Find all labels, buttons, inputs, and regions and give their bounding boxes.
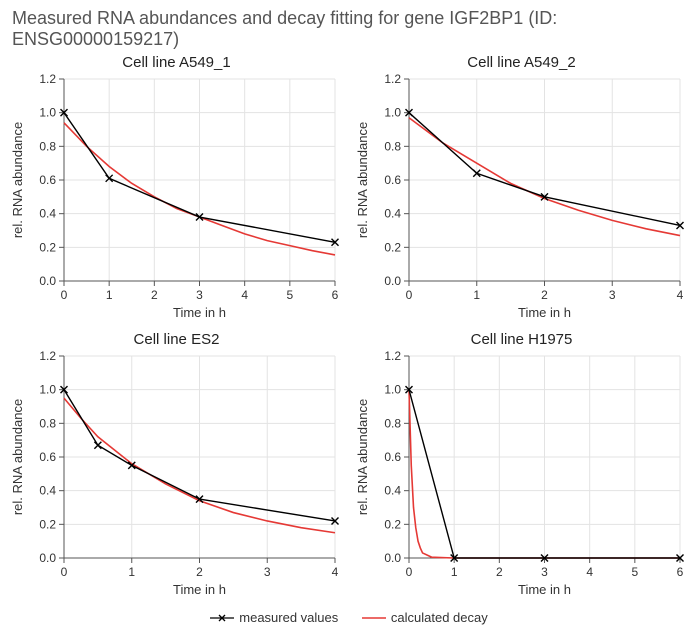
svg-text:0.8: 0.8 xyxy=(39,139,56,153)
svg-text:0.0: 0.0 xyxy=(39,274,56,288)
svg-text:0.4: 0.4 xyxy=(384,484,401,498)
svg-text:3: 3 xyxy=(541,565,548,579)
svg-text:1.0: 1.0 xyxy=(384,106,401,120)
svg-text:5: 5 xyxy=(631,565,638,579)
legend-label: measured values xyxy=(239,610,338,625)
y-axis-label: rel. RNA abundance xyxy=(10,122,25,238)
x-axis-label: Time in h xyxy=(173,582,226,597)
svg-text:1.0: 1.0 xyxy=(384,383,401,397)
svg-text:1: 1 xyxy=(128,565,135,579)
chart-svg-a549-1: 0.0 0.2 0.4 0.6 0.8 1.0 1.2 0 1 2 3 4 5 6 Time in h rel… xyxy=(8,73,343,323)
svg-text:3: 3 xyxy=(609,288,616,302)
x-axis-label: Time in h xyxy=(173,305,226,320)
svg-text:0.6: 0.6 xyxy=(39,450,56,464)
calculated-line-icon xyxy=(362,611,386,625)
panel-title: Cell line H1975 xyxy=(353,331,690,348)
svg-text:0: 0 xyxy=(61,288,68,302)
svg-text:1.2: 1.2 xyxy=(39,350,56,363)
svg-text:2: 2 xyxy=(196,565,203,579)
svg-text:5: 5 xyxy=(286,288,293,302)
svg-text:0.0: 0.0 xyxy=(384,551,401,565)
svg-text:0.8: 0.8 xyxy=(384,416,401,430)
panel-grid: Cell line A549_1 0.0 0.2 0.4 0.6 0.8 1.0 1.2 0 1… xyxy=(8,54,690,600)
panel-a549-2: Cell line A549_2 0.0 0.2 0.4 0.6 0.8 1.0 1.2 0 1… xyxy=(353,54,690,323)
y-axis-label: rel. RNA abundance xyxy=(355,399,370,515)
svg-text:0.0: 0.0 xyxy=(39,551,56,565)
panel-es2: Cell line ES2 0.0 0.2 0.4 0.6 0.8 1.0 1.2 0 1 2 3 4… xyxy=(8,331,345,600)
svg-text:0.2: 0.2 xyxy=(39,517,56,531)
svg-text:1.2: 1.2 xyxy=(384,73,401,86)
svg-text:4: 4 xyxy=(241,288,248,302)
svg-text:6: 6 xyxy=(332,288,339,302)
svg-text:0.6: 0.6 xyxy=(384,173,401,187)
svg-text:0.8: 0.8 xyxy=(39,416,56,430)
panel-title: Cell line ES2 xyxy=(8,331,345,348)
y-axis-label: rel. RNA abundance xyxy=(10,399,25,515)
legend-item-measured: measured values xyxy=(210,610,338,625)
legend: measured values calculated decay xyxy=(8,610,690,628)
legend-label: calculated decay xyxy=(391,610,488,625)
svg-text:0.0: 0.0 xyxy=(384,274,401,288)
svg-text:0.4: 0.4 xyxy=(39,207,56,221)
svg-text:2: 2 xyxy=(496,565,503,579)
svg-text:1.0: 1.0 xyxy=(39,106,56,120)
chart-svg-a549-2: 0.0 0.2 0.4 0.6 0.8 1.0 1.2 0 1 2 3 4 Time in h rel. … xyxy=(353,73,688,323)
svg-text:4: 4 xyxy=(586,565,593,579)
measured-marker-icon xyxy=(94,442,101,449)
svg-text:6: 6 xyxy=(677,565,684,579)
svg-text:4: 4 xyxy=(332,565,339,579)
svg-text:0.2: 0.2 xyxy=(39,240,56,254)
svg-text:1.2: 1.2 xyxy=(39,73,56,86)
svg-text:3: 3 xyxy=(196,288,203,302)
chart-svg-es2: 0.0 0.2 0.4 0.6 0.8 1.0 1.2 0 1 2 3 4 Time in h rel. … xyxy=(8,350,343,600)
svg-text:0.2: 0.2 xyxy=(384,240,401,254)
svg-text:0.8: 0.8 xyxy=(384,139,401,153)
svg-text:1.2: 1.2 xyxy=(384,350,401,363)
measured-marker-icon xyxy=(210,611,234,625)
svg-text:2: 2 xyxy=(151,288,158,302)
svg-text:1: 1 xyxy=(473,288,480,302)
svg-text:1.0: 1.0 xyxy=(39,383,56,397)
svg-text:1: 1 xyxy=(451,565,458,579)
svg-text:0: 0 xyxy=(406,288,413,302)
svg-text:0.4: 0.4 xyxy=(39,484,56,498)
svg-text:0: 0 xyxy=(406,565,413,579)
figure-title: Measured RNA abundances and decay fittin… xyxy=(12,8,690,50)
legend-item-calculated: calculated decay xyxy=(362,610,488,625)
svg-text:4: 4 xyxy=(677,288,684,302)
chart-svg-h1975: 0.0 0.2 0.4 0.6 0.8 1.0 1.2 0 1 2 3 4 5 6 Time in h rel… xyxy=(353,350,688,600)
x-axis-label: Time in h xyxy=(518,305,571,320)
panel-title: Cell line A549_2 xyxy=(353,54,690,71)
svg-text:0.2: 0.2 xyxy=(384,517,401,531)
svg-text:3: 3 xyxy=(264,565,271,579)
svg-text:0.6: 0.6 xyxy=(384,450,401,464)
svg-text:0.4: 0.4 xyxy=(384,207,401,221)
panel-h1975: Cell line H1975 0.0 0.2 0.4 0.6 0.8 1.0 1.2 0 1 2… xyxy=(353,331,690,600)
svg-text:0.6: 0.6 xyxy=(39,173,56,187)
panel-a549-1: Cell line A549_1 0.0 0.2 0.4 0.6 0.8 1.0 1.2 0 1… xyxy=(8,54,345,323)
panel-title: Cell line A549_1 xyxy=(8,54,345,71)
svg-text:1: 1 xyxy=(106,288,113,302)
svg-text:0: 0 xyxy=(61,565,68,579)
y-axis-label: rel. RNA abundance xyxy=(355,122,370,238)
x-axis-label: Time in h xyxy=(518,582,571,597)
svg-text:2: 2 xyxy=(541,288,548,302)
